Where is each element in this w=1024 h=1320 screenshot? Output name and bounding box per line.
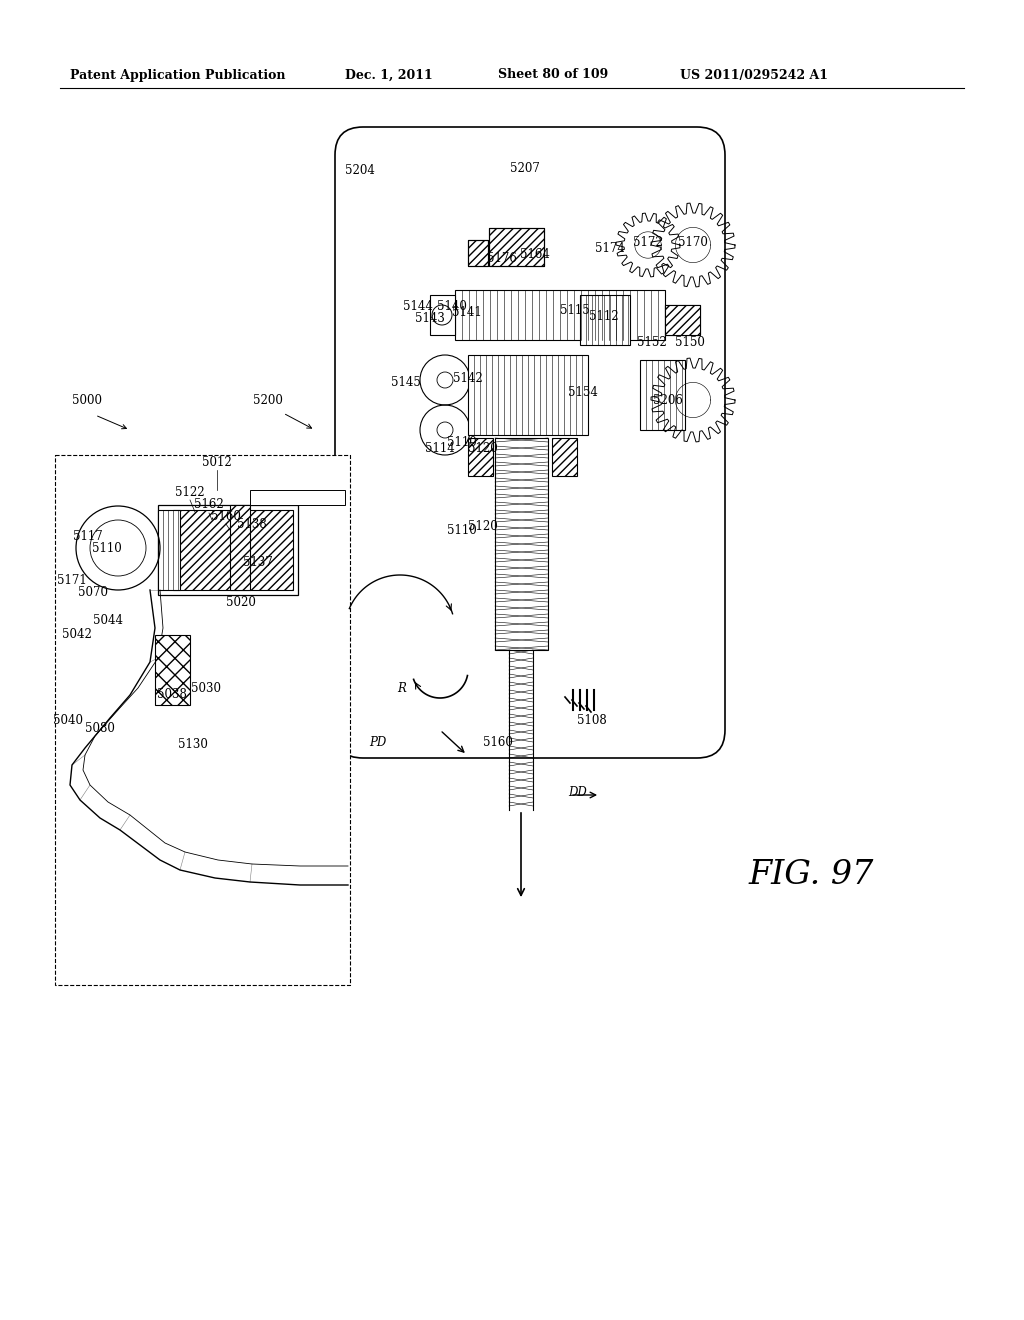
Text: 5207: 5207 bbox=[510, 161, 540, 174]
Text: 5130: 5130 bbox=[178, 738, 208, 751]
Text: 5110: 5110 bbox=[92, 543, 122, 556]
Bar bbox=[230, 506, 250, 590]
Text: 5120: 5120 bbox=[468, 520, 498, 533]
Bar bbox=[552, 438, 577, 477]
Bar bbox=[455, 290, 665, 341]
Bar bbox=[495, 438, 548, 649]
Text: 5154: 5154 bbox=[568, 387, 598, 400]
Bar bbox=[158, 510, 180, 590]
Text: 5108: 5108 bbox=[578, 714, 607, 726]
Text: 5120: 5120 bbox=[468, 441, 498, 454]
FancyBboxPatch shape bbox=[335, 127, 725, 758]
Bar bbox=[230, 506, 250, 590]
Text: 5141: 5141 bbox=[453, 306, 482, 319]
Text: 5038: 5038 bbox=[157, 689, 187, 701]
Text: DD: DD bbox=[568, 787, 588, 800]
Text: 5112: 5112 bbox=[589, 309, 618, 322]
Text: Patent Application Publication: Patent Application Publication bbox=[70, 69, 286, 82]
Text: 5170: 5170 bbox=[678, 235, 708, 248]
Text: 5110: 5110 bbox=[447, 437, 477, 450]
Bar bbox=[580, 294, 630, 345]
Text: 5137: 5137 bbox=[243, 556, 273, 569]
Text: 5114: 5114 bbox=[425, 441, 455, 454]
Text: 5000: 5000 bbox=[72, 393, 102, 407]
Bar bbox=[468, 240, 488, 267]
Text: 5145: 5145 bbox=[391, 375, 421, 388]
Text: 5143: 5143 bbox=[415, 312, 445, 325]
Text: PD: PD bbox=[370, 735, 387, 748]
Text: 5172: 5172 bbox=[633, 235, 663, 248]
Text: 5042: 5042 bbox=[62, 628, 92, 642]
Bar bbox=[640, 360, 685, 430]
Text: 5138: 5138 bbox=[238, 517, 267, 531]
Text: 5140: 5140 bbox=[437, 301, 467, 314]
Text: 5144: 5144 bbox=[403, 301, 433, 314]
Text: 5206: 5206 bbox=[653, 393, 683, 407]
Text: 5110: 5110 bbox=[447, 524, 477, 536]
Text: 5020: 5020 bbox=[226, 595, 256, 609]
Bar bbox=[468, 355, 588, 436]
Text: Sheet 80 of 109: Sheet 80 of 109 bbox=[498, 69, 608, 82]
Text: 5115: 5115 bbox=[560, 304, 590, 317]
Text: 5080: 5080 bbox=[85, 722, 115, 735]
Text: 5012: 5012 bbox=[202, 457, 231, 470]
Bar bbox=[155, 635, 190, 705]
Text: 5160: 5160 bbox=[483, 735, 513, 748]
Text: 5176: 5176 bbox=[487, 252, 517, 264]
Bar bbox=[158, 506, 298, 595]
Bar bbox=[55, 455, 350, 985]
Text: 5150: 5150 bbox=[675, 335, 705, 348]
Bar bbox=[250, 490, 345, 506]
Text: 5044: 5044 bbox=[93, 614, 123, 627]
Text: R: R bbox=[397, 681, 407, 694]
Bar bbox=[489, 228, 544, 267]
Bar bbox=[665, 305, 700, 335]
Text: Dec. 1, 2011: Dec. 1, 2011 bbox=[345, 69, 433, 82]
Text: 5164: 5164 bbox=[520, 248, 550, 261]
Bar bbox=[468, 438, 493, 477]
Text: US 2011/0295242 A1: US 2011/0295242 A1 bbox=[680, 69, 828, 82]
Text: FIG. 97: FIG. 97 bbox=[748, 859, 873, 891]
Text: 5171: 5171 bbox=[57, 573, 87, 586]
Bar bbox=[665, 305, 700, 335]
Text: 5040: 5040 bbox=[53, 714, 83, 726]
Text: 5204: 5204 bbox=[345, 164, 375, 177]
Text: 5142: 5142 bbox=[454, 371, 483, 384]
Bar bbox=[489, 228, 544, 267]
Text: 5174: 5174 bbox=[595, 242, 625, 255]
Text: 5117: 5117 bbox=[73, 531, 102, 544]
Text: 5122: 5122 bbox=[175, 486, 205, 499]
Text: 5030: 5030 bbox=[191, 681, 221, 694]
Bar bbox=[173, 510, 293, 590]
Text: 5070: 5070 bbox=[78, 586, 108, 598]
Bar bbox=[468, 240, 488, 267]
Text: 5162: 5162 bbox=[195, 499, 224, 511]
Text: 5152: 5152 bbox=[637, 335, 667, 348]
Text: 5200: 5200 bbox=[253, 393, 283, 407]
Bar bbox=[430, 294, 455, 335]
Text: 5160: 5160 bbox=[211, 510, 241, 523]
